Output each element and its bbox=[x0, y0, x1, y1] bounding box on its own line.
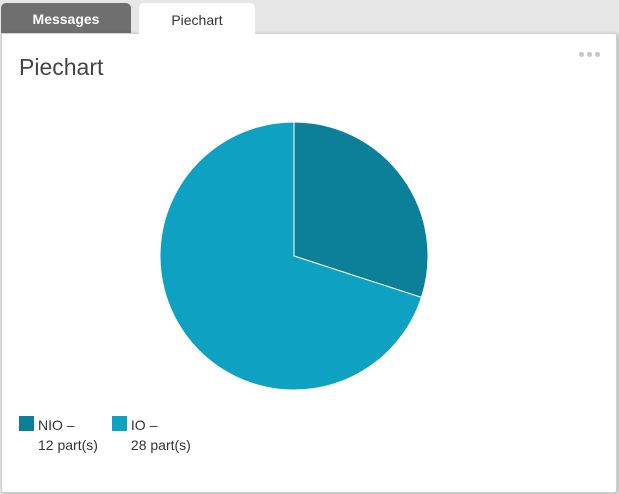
pie-slice-nio[interactable] bbox=[293, 121, 429, 299]
legend-count-nio: 12 part(s) bbox=[38, 437, 98, 453]
panel-title: Piechart bbox=[19, 54, 104, 80]
legend-swatch-nio bbox=[19, 416, 34, 431]
tab-bar: Messages Piechart bbox=[0, 0, 619, 36]
menu-dot bbox=[579, 52, 584, 57]
chart-panel: Piechart NIO – 12 part(s) IO – 28 part(s… bbox=[1, 33, 617, 493]
pie-chart bbox=[159, 121, 429, 391]
chart-legend: NIO – 12 part(s) IO – 28 part(s) bbox=[19, 415, 191, 455]
pie-slice-io[interactable] bbox=[159, 121, 423, 391]
tab-messages[interactable]: Messages bbox=[1, 3, 131, 34]
tab-piechart[interactable]: Piechart bbox=[139, 3, 255, 36]
legend-label-nio: NIO – bbox=[38, 417, 75, 433]
legend-swatch-io bbox=[111, 416, 127, 431]
more-horizontal-icon[interactable] bbox=[577, 48, 602, 61]
legend-item-nio[interactable]: NIO – 12 part(s) bbox=[19, 415, 98, 455]
menu-dot bbox=[587, 52, 592, 57]
legend-count-io: 28 part(s) bbox=[130, 437, 191, 453]
legend-item-io[interactable]: IO – 28 part(s) bbox=[111, 415, 191, 455]
menu-dot bbox=[595, 52, 600, 57]
legend-label-io: IO – bbox=[130, 417, 158, 433]
